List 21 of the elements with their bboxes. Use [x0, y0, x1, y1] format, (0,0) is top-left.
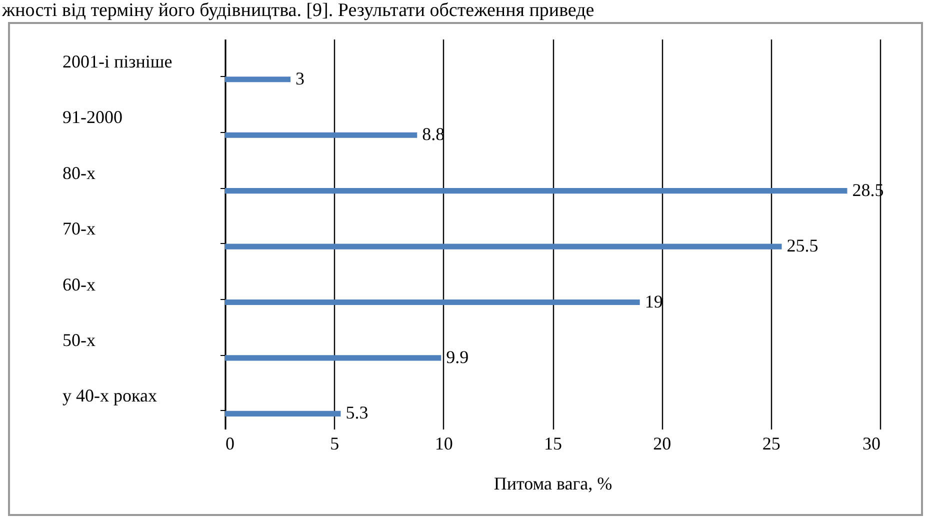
y-tick-label: 70-х: [62, 218, 96, 239]
y-tick-label: у 40-х роках: [62, 386, 157, 406]
x-tick-label: 30: [862, 434, 880, 454]
y-tick-label: 50-х: [62, 330, 96, 350]
data-label: 5.3: [346, 402, 368, 423]
x-tick-label: 20: [653, 434, 672, 454]
y-tick-label: 91-2000: [62, 107, 122, 128]
data-label: 3: [296, 68, 304, 88]
x-tick-label: 15: [544, 434, 562, 454]
data-label: 9.9: [446, 346, 469, 367]
text: жності від терміну його будівництва. [9]. Результати обстеження приведе: [1, 0, 596, 22]
x-axis-title: Питома вага, %: [494, 474, 612, 494]
x-tick-label: 10: [434, 434, 453, 454]
x-tick-label: 0: [226, 434, 234, 454]
y-tick-label: 60-х: [62, 274, 96, 294]
x-tick-label: 25: [762, 434, 780, 454]
data-label: 19: [644, 291, 663, 312]
y-tick-label: 2001-і пізніше: [62, 51, 172, 72]
x-tick-label: 5: [330, 434, 340, 454]
y-tick-label: 80-х: [62, 162, 96, 183]
data-label: 25.5: [786, 236, 818, 256]
